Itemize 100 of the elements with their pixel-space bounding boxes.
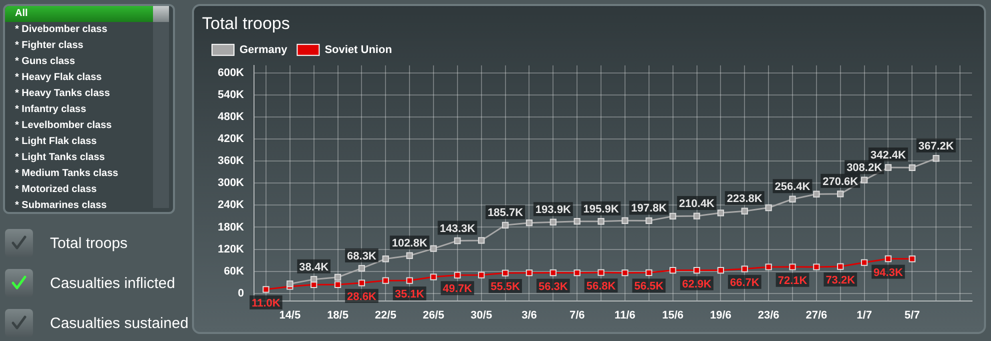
data-label: 193.9K [535,204,571,216]
point [598,269,604,276]
y-tick-label: 240K [218,199,244,212]
point [622,270,628,276]
point [670,266,676,274]
y-tick-label: 420K [218,132,244,145]
x-tick-label: 19/6 [710,309,732,322]
point [908,164,916,171]
point [598,218,604,225]
y-tick-label: 300K [218,177,244,190]
point [932,155,940,162]
x-tick-label: 5/7 [904,309,920,322]
data-label: 72.1K [778,274,808,287]
point [693,212,700,220]
data-label: 38.4K [299,261,329,274]
data-label: 185.7K [488,207,524,220]
text: * Infantry class [14,103,88,117]
text: All [5,6,157,22]
point [765,204,772,212]
point [908,256,916,262]
point [502,270,509,276]
x-tick-label: 11/6 [614,309,636,322]
point [358,264,366,272]
data-label: 55.5K [490,281,520,294]
text: * Fighter class [14,39,84,53]
point [574,270,580,276]
point [526,270,533,276]
x-tick-label: 27/6 [806,309,828,322]
data-label: 11.0K [252,297,280,310]
point [550,218,556,226]
data-label: 367.2K [918,140,954,152]
point [860,176,868,184]
text: * Heavy Tanks class [14,87,111,101]
text: Casualties inflicted [50,274,176,292]
x-tick-label: 3/6 [522,309,537,322]
point [574,218,580,225]
point [884,164,892,171]
text: * Divebomber class [14,23,108,37]
point [526,219,533,226]
data-label: 73.2K [826,274,856,287]
point [334,274,342,281]
point [813,190,820,198]
point [310,276,318,283]
point [334,281,342,288]
point [789,264,796,270]
point [813,264,820,270]
x-tick-label: 14/5 [279,309,301,322]
text: * Submarines class [14,199,108,213]
point [670,212,676,220]
point [382,256,389,262]
text: * Light Tanks class [14,151,106,165]
data-label: 270.6K [822,176,858,188]
point [837,190,844,198]
y-tick-label: 480K [218,110,244,123]
x-tick-label: 22/5 [374,309,396,322]
text: * Light Flak class [14,135,98,149]
point [550,269,556,276]
point [717,266,724,274]
data-label: 35.1K [394,288,424,301]
x-tick-label: 26/5 [422,309,444,322]
text: Casualties sustained [50,314,188,332]
y-tick-label: 600K [218,66,244,79]
y-tick-label: 120K [218,243,244,256]
point [693,266,700,274]
data-label: 94.3K [874,266,903,279]
point [860,259,868,266]
point [741,266,748,272]
point [837,263,844,270]
data-label: 195.9K [583,203,619,216]
data-label: 223.8K [726,193,762,206]
point [741,208,748,214]
data-label: 143.3K [440,222,476,235]
chart-title: Total troops [202,14,290,33]
y-tick-label: 60K [224,265,244,278]
point [622,217,628,224]
legend-label: Germany [240,44,288,56]
y-tick-label: 180K [218,221,244,234]
point [646,217,652,224]
text: * Guns class [14,55,76,69]
x-tick-label: 18/5 [327,309,348,322]
point [765,264,772,270]
text: * Medium Tanks class [14,167,120,181]
data-label: 342.4K [870,150,906,162]
y-tick-label: 0 [238,287,244,300]
point [454,237,461,244]
x-tick-label: 1/7 [856,309,872,322]
point [789,196,796,202]
point [358,280,366,286]
point [262,286,270,293]
point [502,222,509,228]
data-label: 308.2K [846,162,882,174]
data-label: 56.3K [538,280,568,293]
legend-label: Soviet Union [324,44,392,56]
y-tick-label: 360K [218,155,244,168]
point [286,280,294,288]
data-label: 102.8K [392,238,428,250]
data-label: 56.5K [634,280,664,293]
data-label: 56.8K [586,280,616,293]
point [454,272,461,278]
point [406,252,413,259]
